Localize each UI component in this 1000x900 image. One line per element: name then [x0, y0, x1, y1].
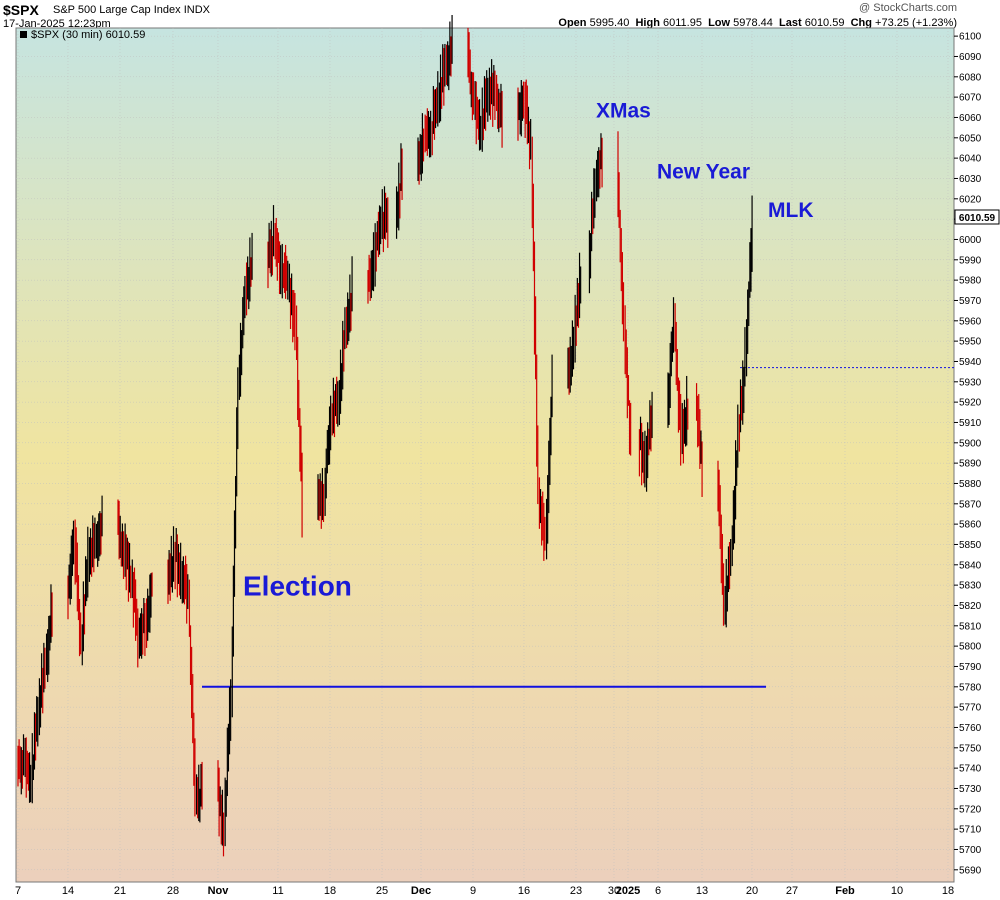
y-tick-label: 5930 [959, 377, 982, 388]
y-tick-label: 5820 [959, 601, 982, 612]
y-tick-label: 5750 [959, 743, 982, 754]
y-tick-label: 5960 [959, 316, 982, 327]
y-tick-label: 5740 [959, 764, 982, 775]
y-tick-label: 5710 [959, 825, 982, 836]
x-tick-label: Dec [411, 885, 431, 897]
high-label: High [635, 17, 660, 29]
y-tick-label: 5870 [959, 499, 982, 510]
annotation-label: MLK [768, 199, 814, 222]
x-tick-label: 30 [608, 885, 620, 897]
annotation-label: XMas [596, 99, 651, 122]
y-tick-label: 6030 [959, 174, 982, 185]
open-value: 5995.40 [589, 17, 630, 29]
symbol-title: $SPX [3, 2, 39, 18]
last-price-label: 6010.59 [959, 213, 996, 224]
y-tick-label: 6070 [959, 93, 982, 104]
x-tick-label: Feb [835, 885, 855, 897]
y-tick-label: 5810 [959, 621, 982, 632]
y-tick-label: 5890 [959, 459, 982, 470]
y-tick-label: 6060 [959, 113, 982, 124]
copyright: @ StockCharts.com [859, 2, 957, 14]
last-price-tag: 6010.59 [954, 209, 1000, 225]
y-tick-label: 5770 [959, 703, 982, 714]
y-tick-label: 5830 [959, 581, 982, 592]
company-label: S&P 500 Large Cap Index [53, 4, 181, 16]
x-tick-label: 14 [62, 885, 74, 897]
legend-swatch [20, 31, 27, 38]
y-tick-label: 5970 [959, 296, 982, 307]
low-value: 5978.44 [733, 17, 773, 29]
chg-label: Chg [850, 17, 872, 29]
y-tick-label: 5840 [959, 560, 982, 571]
y-tick-label: 5910 [959, 418, 982, 429]
y-tick-label: 5850 [959, 540, 982, 551]
y-tick-label: 6100 [959, 32, 982, 43]
high-value: 6011.95 [662, 17, 702, 29]
x-tick-label: 18 [324, 885, 336, 897]
y-tick-label: 6040 [959, 154, 982, 165]
low-label: Low [708, 17, 731, 29]
y-axis: 5690 5700 5710 5720 5730 5740 5750 5760 5770 5780… [954, 32, 982, 876]
x-tick-label: 6 [655, 885, 661, 897]
y-tick-label: 5940 [959, 357, 982, 368]
annotations: Election XMas New Year MLK [243, 99, 814, 601]
company-name: S&P 500 Large Cap Index INDX [53, 4, 210, 16]
y-tick-label: 5860 [959, 520, 982, 531]
timestamp: 17-Jan-2025 12:23pm [3, 18, 111, 30]
plot-background [15, 27, 955, 883]
last-price-box [954, 209, 1000, 225]
x-tick-label: 16 [518, 885, 530, 897]
open-label: Open [558, 17, 587, 29]
last-value: 6010.59 [804, 17, 845, 29]
y-tick-label: 5990 [959, 255, 982, 266]
x-tick-label: 10 [891, 885, 903, 897]
y-tick-label: 5800 [959, 642, 982, 653]
last-label: Last [779, 17, 802, 29]
y-tick-label: 5730 [959, 784, 982, 795]
x-tick-label: 21 [114, 885, 126, 897]
y-tick-label: 5920 [959, 398, 982, 409]
y-tick-label: 5980 [959, 276, 982, 287]
x-tick-label: Nov [208, 885, 230, 897]
y-tick-label: 5720 [959, 804, 982, 815]
x-tick-label: 27 [786, 885, 798, 897]
x-tick-label: 11 [272, 885, 283, 897]
y-tick-label: 5760 [959, 723, 982, 734]
grid-lines [16, 28, 954, 882]
exchange-label: INDX [183, 4, 210, 16]
x-tick-label: 20 [746, 885, 758, 897]
y-tick-label: 6050 [959, 133, 982, 144]
y-tick-label: 5950 [959, 337, 982, 348]
legend: $SPX (30 min) 6010.59 [20, 29, 145, 41]
x-tick-label: 13 [696, 885, 708, 897]
reference-lines [202, 367, 954, 688]
legend-label: $SPX (30 min) 6010.59 [31, 29, 145, 41]
annotation-label: New Year [657, 160, 750, 183]
y-tick-label: 6020 [959, 194, 982, 205]
x-tick-label: 7 [15, 885, 21, 897]
y-tick-label: 5880 [959, 479, 982, 490]
y-tick-label: 5690 [959, 865, 982, 876]
y-tick-label: 6090 [959, 52, 982, 63]
x-tick-label: 25 [376, 885, 388, 897]
y-tick-label: 6080 [959, 72, 982, 83]
ohlc-readout: Open 5995.40 High 6011.95 Low 5978.44 La… [558, 17, 957, 29]
x-tick-label: 9 [470, 885, 476, 897]
y-tick-label: 5780 [959, 682, 982, 693]
y-tick-label: 6000 [959, 235, 982, 246]
price-bars [17, 15, 753, 857]
x-tick-label: 18 [942, 885, 954, 897]
y-tick-label: 5900 [959, 438, 982, 449]
x-tick-label: 2025 [616, 885, 640, 897]
y-tick-label: 5700 [959, 845, 982, 856]
x-tick-label: 23 [570, 885, 582, 897]
y-tick-label: 5790 [959, 662, 982, 673]
annotation-label: Election [243, 570, 352, 601]
chg-value: +73.25 (+1.23%) [875, 17, 957, 29]
x-tick-label: 28 [167, 885, 179, 897]
